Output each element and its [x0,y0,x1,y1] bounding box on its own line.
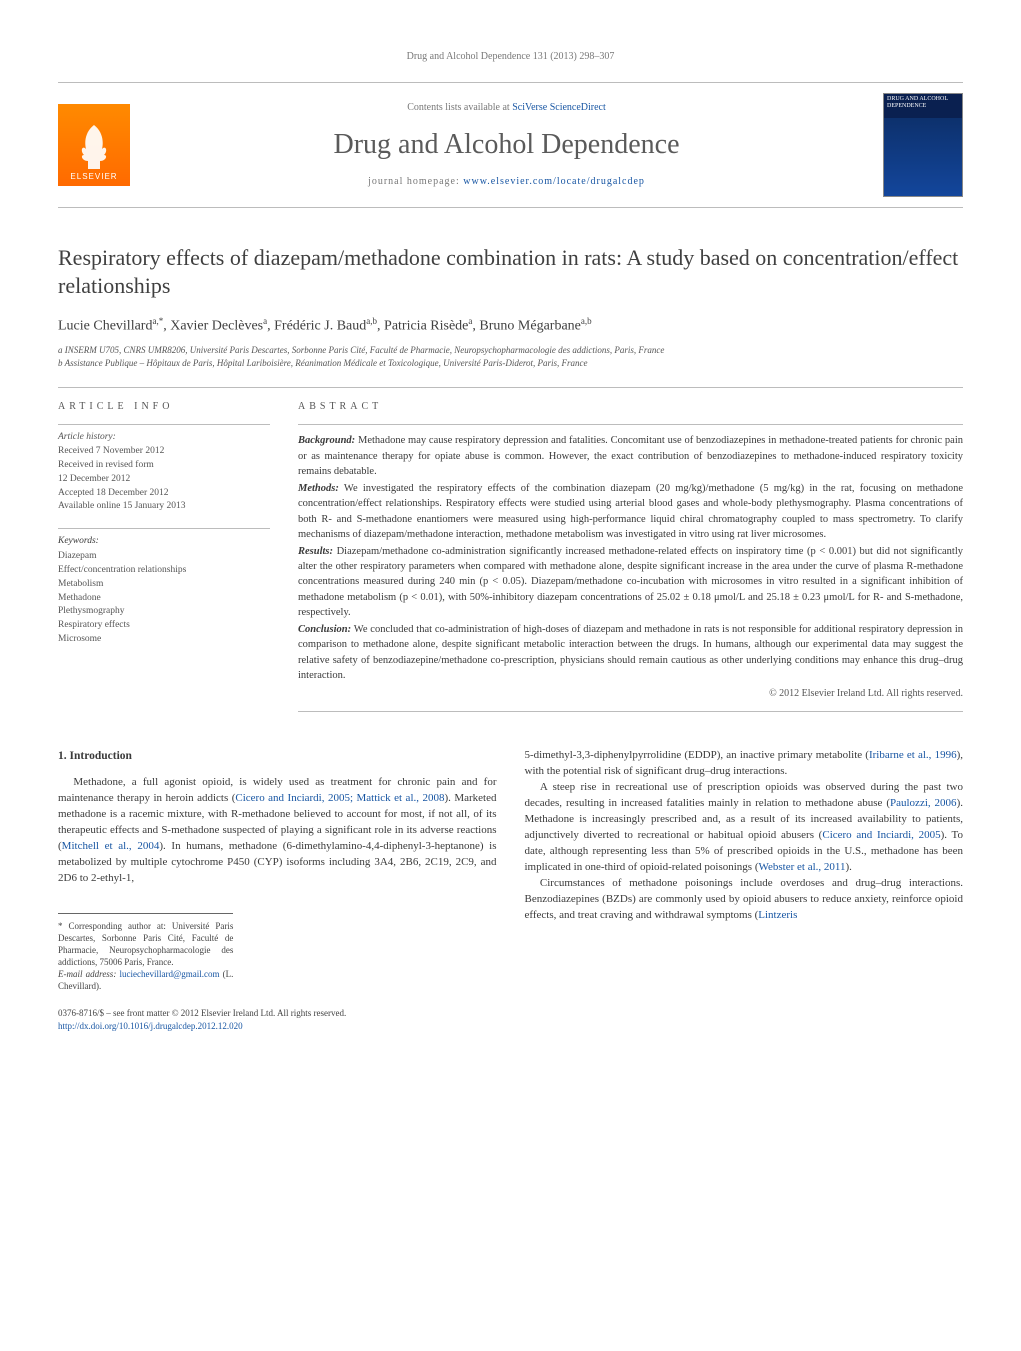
corresponding-author: * Corresponding author at: Université Pa… [58,920,233,969]
affiliations: a INSERM U705, CNRS UMR8206, Université … [58,344,963,369]
footnotes: * Corresponding author at: Université Pa… [58,913,233,993]
abstract-para: Results: Diazepam/methadone co-administr… [298,544,963,620]
para-text: We investigated the respiratory effects … [298,483,963,540]
article-info-column: ARTICLE INFO Article history: Received 7… [58,400,270,712]
heading-text: Introduction [70,750,132,762]
abstract-para: Background: Methadone may cause respirat… [298,433,963,479]
body-two-column: 1. Introduction Methadone, a full agonis… [58,748,963,1032]
rule-above-info [58,387,963,388]
keywords-label: Keywords: [58,528,270,548]
journal-masthead: ELSEVIER Contents lists available at Sci… [58,82,963,208]
history-line: Received 7 November 2012 [58,445,270,459]
article-history: Article history: Received 7 November 201… [58,424,270,514]
history-line: Received in revised form [58,459,270,473]
keyword: Plethysmography [58,605,270,619]
email-link[interactable]: luciechevillard@gmail.com [119,969,219,979]
homepage-prefix: journal homepage: [368,176,463,187]
contents-link[interactable]: SciVerse ScienceDirect [512,102,606,113]
affiliation-b: b Assistance Publique – Hôpitaux de Pari… [58,357,963,370]
affiliation-a: a INSERM U705, CNRS UMR8206, Université … [58,344,963,357]
abstract-heading: ABSTRACT [298,400,963,414]
email-label: E-mail address: [58,969,119,979]
abstract-column: ABSTRACT Background: Methadone may cause… [298,400,963,712]
para-text: We concluded that co-administration of h… [298,624,963,681]
doi-link[interactable]: http://dx.doi.org/10.1016/j.drugalcdep.2… [58,1021,243,1031]
para-text: Methadone may cause respiratory depressi… [298,435,963,476]
abstract-para: Methods: We investigated the respiratory… [298,481,963,542]
email-line: E-mail address: luciechevillard@gmail.co… [58,968,233,992]
intro-heading: 1. Introduction [58,748,497,765]
para-label: Methods: [298,483,339,494]
keyword: Diazepam [58,550,270,564]
keyword: Respiratory effects [58,619,270,633]
para-label: Background: [298,435,355,446]
para-label: Conclusion: [298,624,351,635]
abstract-copyright: © 2012 Elsevier Ireland Ltd. All rights … [298,687,963,702]
article-info-heading: ARTICLE INFO [58,400,270,414]
keyword: Metabolism [58,578,270,592]
journal-name: Drug and Alcohol Dependence [154,125,859,164]
abstract-para: Conclusion: We concluded that co-adminis… [298,622,963,683]
homepage-line: journal homepage: www.elsevier.com/locat… [154,175,859,189]
para-label: Results: [298,546,333,557]
issn-block: 0376-8716/$ – see front matter © 2012 El… [58,1007,497,1033]
history-line: 12 December 2012 [58,473,270,487]
journal-cover-title: DRUG AND ALCOHOL DEPENDENCE [884,94,962,118]
publisher-logo-text: ELSEVIER [70,171,117,182]
publisher-logo: ELSEVIER [58,104,130,186]
keyword: Microsome [58,633,270,647]
keyword: Effect/concentration relationships [58,564,270,578]
homepage-link[interactable]: www.elsevier.com/locate/drugalcdep [463,176,645,187]
keywords-list: Diazepam Effect/concentration relationsh… [58,550,270,646]
history-line: Accepted 18 December 2012 [58,487,270,501]
abstract-body: Background: Methadone may cause respirat… [298,424,963,712]
running-head: Drug and Alcohol Dependence 131 (2013) 2… [58,50,963,64]
history-line: Available online 15 January 2013 [58,500,270,514]
keyword: Methadone [58,592,270,606]
para-text: Diazepam/methadone co-administration sig… [298,546,963,618]
contents-prefix: Contents lists available at [407,102,512,113]
body-para: 5-dimethyl-3,3-diphenylpyrrolidine (EDDP… [525,748,964,780]
journal-cover-thumb: DRUG AND ALCOHOL DEPENDENCE [883,93,963,197]
issn-front-matter: 0376-8716/$ – see front matter © 2012 El… [58,1007,497,1020]
body-para: Methadone, a full agonist opioid, is wid… [58,775,497,887]
body-para: A steep rise in recreational use of pres… [525,780,964,876]
history-label: Article history: [58,431,270,445]
doi-line: http://dx.doi.org/10.1016/j.drugalcdep.2… [58,1020,497,1033]
heading-num: 1. [58,750,67,762]
article-title: Respiratory effects of diazepam/methadon… [58,244,963,299]
contents-line: Contents lists available at SciVerse Sci… [154,101,859,115]
authors-line: Lucie Chevillarda,*, Xavier Declèvesa, F… [58,315,963,336]
masthead-center: Contents lists available at SciVerse Sci… [154,101,859,188]
body-para: Circumstances of methadone poisonings in… [525,876,964,924]
elsevier-tree-icon [74,121,114,171]
